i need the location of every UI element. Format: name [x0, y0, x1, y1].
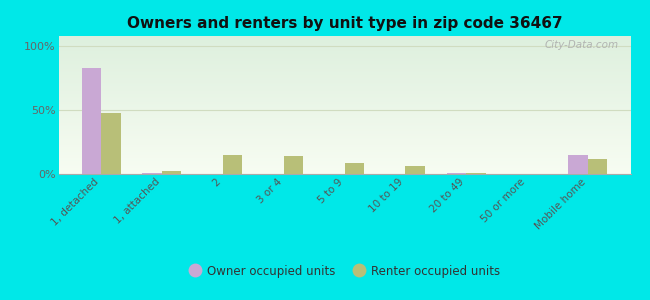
- Bar: [101, 113, 120, 174]
- Bar: [588, 159, 607, 174]
- Bar: [283, 156, 303, 174]
- Bar: [142, 173, 162, 174]
- Bar: [447, 173, 466, 174]
- Bar: [466, 173, 486, 174]
- Legend: Owner occupied units, Renter occupied units: Owner occupied units, Renter occupied un…: [185, 260, 504, 282]
- Bar: [82, 68, 101, 174]
- Bar: [344, 163, 364, 174]
- Bar: [569, 155, 588, 174]
- Bar: [406, 166, 425, 174]
- Bar: [223, 155, 242, 174]
- Bar: [162, 171, 181, 174]
- Text: City-Data.com: City-Data.com: [545, 40, 619, 50]
- Title: Owners and renters by unit type in zip code 36467: Owners and renters by unit type in zip c…: [127, 16, 562, 31]
